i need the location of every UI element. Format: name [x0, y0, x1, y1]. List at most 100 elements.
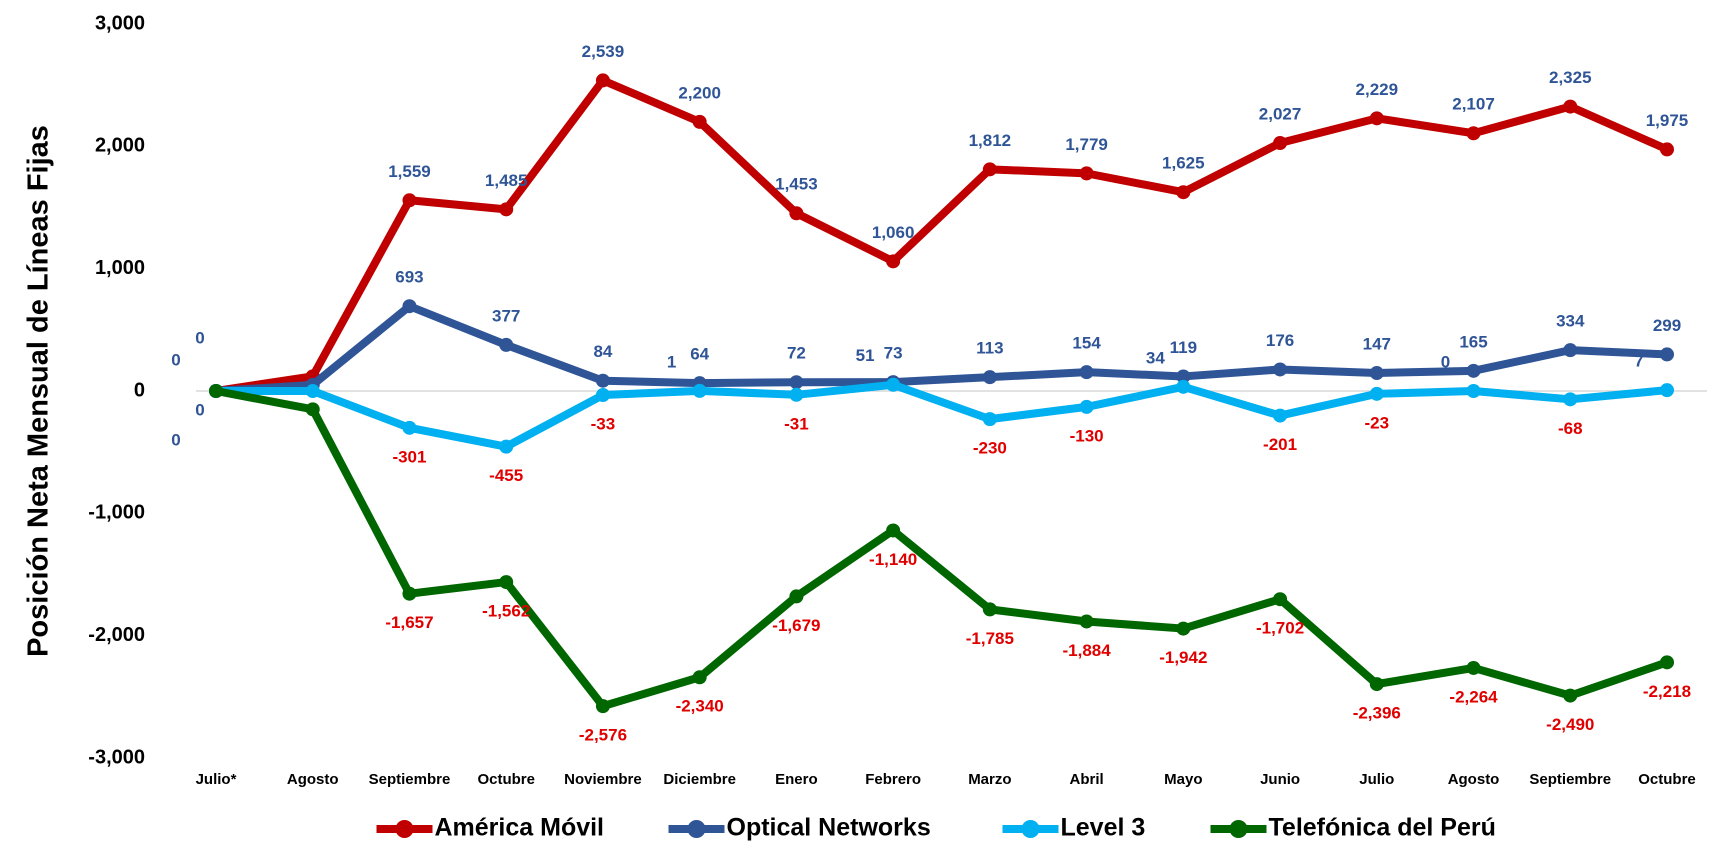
data-point	[1273, 362, 1288, 377]
y-tick-label: 2,000	[95, 135, 145, 157]
data-point	[1176, 185, 1191, 200]
data-point	[1369, 386, 1384, 401]
y-tick-label: 1,000	[95, 257, 145, 279]
data-label: 2,107	[1452, 95, 1495, 114]
data-point	[402, 586, 417, 601]
data-label: -1,785	[966, 629, 1014, 648]
data-label: 84	[593, 342, 612, 361]
data-label: 1,485	[485, 171, 528, 190]
y-axis-title: Posición Neta Mensual de Líneas Fijas	[23, 125, 55, 657]
data-label: 693	[395, 268, 423, 287]
data-label: 2,229	[1356, 80, 1399, 99]
data-label: 64	[690, 345, 709, 364]
y-tick-label: -2,000	[88, 624, 145, 646]
x-tick-label: Junio	[1260, 771, 1300, 788]
data-point	[402, 193, 417, 208]
data-label: 0	[171, 430, 180, 449]
data-point	[209, 384, 223, 398]
series-line	[215, 302, 1668, 395]
data-label: 51	[856, 346, 875, 365]
x-tick-label: Diciembre	[663, 771, 736, 788]
data-point	[1079, 365, 1094, 380]
data-label: 377	[492, 306, 520, 325]
series-line	[215, 76, 1669, 395]
data-point	[305, 402, 320, 417]
x-tick-label: Octubre	[1638, 771, 1696, 788]
data-label: 1,779	[1065, 135, 1108, 154]
data-label: 165	[1459, 332, 1487, 351]
data-label: -2,396	[1353, 704, 1401, 723]
data-label: 334	[1556, 312, 1585, 331]
data-point	[1466, 363, 1481, 378]
legend-label: América Móvil	[435, 814, 605, 842]
data-label: 154	[1072, 334, 1101, 353]
data-label: 0	[1441, 352, 1450, 371]
data-label: 119	[1170, 338, 1197, 357]
y-tick-label: 0	[134, 379, 145, 401]
y-tick-label: 3,000	[95, 12, 145, 34]
data-point	[499, 575, 514, 590]
data-point	[1369, 366, 1384, 381]
x-tick-label: Septiembre	[1529, 771, 1611, 788]
data-point	[692, 670, 707, 685]
data-label: 1,559	[388, 162, 431, 181]
y-tick-label: -3,000	[88, 746, 145, 768]
data-point	[1563, 392, 1578, 407]
x-tick-label: Febrero	[865, 771, 921, 788]
data-label: 1,625	[1162, 154, 1205, 173]
data-label: -2,218	[1643, 682, 1691, 701]
data-point	[595, 73, 610, 88]
data-point	[402, 420, 417, 435]
data-point	[789, 206, 804, 221]
data-label: 0	[171, 350, 180, 369]
data-label: 2,200	[678, 83, 721, 102]
data-point	[789, 589, 804, 604]
data-label: 1,453	[775, 175, 818, 194]
data-point	[1660, 655, 1674, 670]
data-point	[789, 387, 804, 402]
data-point	[1660, 142, 1674, 157]
legend-label: Telefónica del Perú	[1269, 814, 1496, 842]
data-label: -201	[1263, 435, 1297, 454]
data-point	[982, 370, 997, 385]
series-line	[215, 387, 1669, 711]
series-line	[216, 380, 1668, 451]
data-label: -1,657	[385, 613, 433, 632]
data-point	[595, 699, 610, 714]
data-point	[1466, 660, 1481, 675]
data-point	[886, 523, 901, 538]
data-label: 73	[884, 344, 903, 363]
data-point	[1563, 688, 1578, 703]
data-point	[982, 602, 997, 617]
data-point	[1369, 677, 1384, 692]
data-point	[789, 375, 804, 390]
data-label: 176	[1266, 331, 1294, 350]
x-tick-label: Noviembre	[564, 771, 642, 788]
data-label: 1,975	[1646, 111, 1689, 130]
data-point	[595, 388, 610, 403]
data-label: -31	[784, 414, 809, 433]
legend-marker	[1229, 820, 1248, 838]
data-point	[886, 254, 901, 269]
data-point	[982, 162, 997, 177]
data-point	[1273, 592, 1288, 607]
data-point	[1273, 408, 1288, 423]
x-tick-label: Abril	[1070, 771, 1104, 788]
data-point	[692, 383, 707, 398]
data-label: -2,576	[579, 726, 627, 745]
data-point	[499, 439, 514, 454]
data-label: 0	[195, 400, 204, 419]
data-label: 7	[1634, 352, 1643, 371]
data-point	[1079, 166, 1094, 181]
data-point	[1466, 384, 1481, 398]
data-label: -1,679	[772, 616, 820, 635]
y-tick-label: -1,000	[88, 502, 145, 524]
data-label: 1	[667, 352, 676, 371]
data-label: 299	[1653, 316, 1681, 335]
data-point	[499, 337, 514, 352]
data-label: 113	[976, 339, 1003, 358]
data-label: -68	[1558, 419, 1583, 438]
data-label: -33	[591, 415, 616, 434]
data-point	[692, 114, 707, 129]
